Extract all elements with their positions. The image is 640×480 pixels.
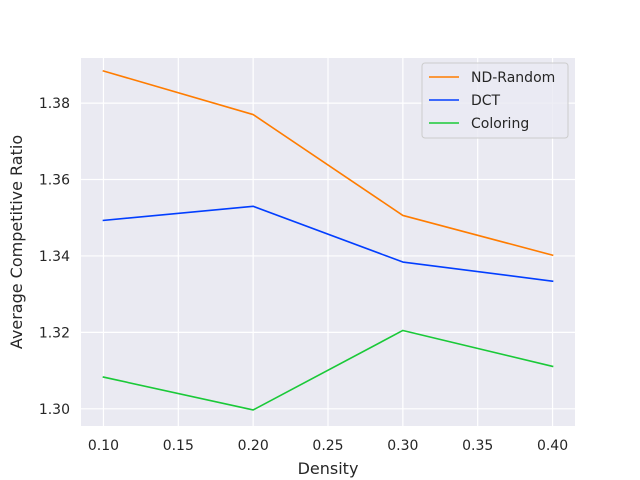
- legend-label: ND-Random: [471, 70, 555, 86]
- y-tick-labels: 1.30 1.32 1.34 1.36 1.38: [39, 96, 70, 418]
- x-tick-label: 0.10: [88, 438, 119, 454]
- series-line-dct: [102, 205, 554, 283]
- legend-frame: [421, 62, 569, 139]
- x-tick-label: 0.20: [238, 438, 269, 454]
- legend: ND-Random DCT Coloring: [421, 62, 569, 139]
- y-tick-label: 1.30: [39, 402, 70, 418]
- series-line-nd-random: [102, 69, 554, 257]
- y-tick-label: 1.34: [39, 249, 70, 265]
- x-tick-label: 0.15: [163, 438, 194, 454]
- x-tick-label: 0.35: [462, 438, 493, 454]
- y-tick-label: 1.36: [39, 173, 70, 189]
- x-tick-label: 0.25: [312, 438, 343, 454]
- y-axis-label: Average Competitive Ratio: [7, 135, 26, 349]
- legend-label: Coloring: [471, 116, 529, 132]
- legend-label: DCT: [471, 93, 501, 109]
- x-tick-label: 0.30: [387, 438, 418, 454]
- y-tick-label: 1.32: [39, 325, 70, 341]
- x-tick-labels: 0.10 0.15 0.20 0.25 0.30 0.35 0.40: [88, 438, 568, 454]
- x-axis-label: Density: [298, 459, 359, 478]
- series-lines: [102, 69, 554, 411]
- series-line-coloring: [102, 329, 554, 411]
- y-tick-label: 1.38: [39, 96, 70, 112]
- x-tick-label: 0.40: [537, 438, 568, 454]
- grid-lines: [81, 58, 575, 426]
